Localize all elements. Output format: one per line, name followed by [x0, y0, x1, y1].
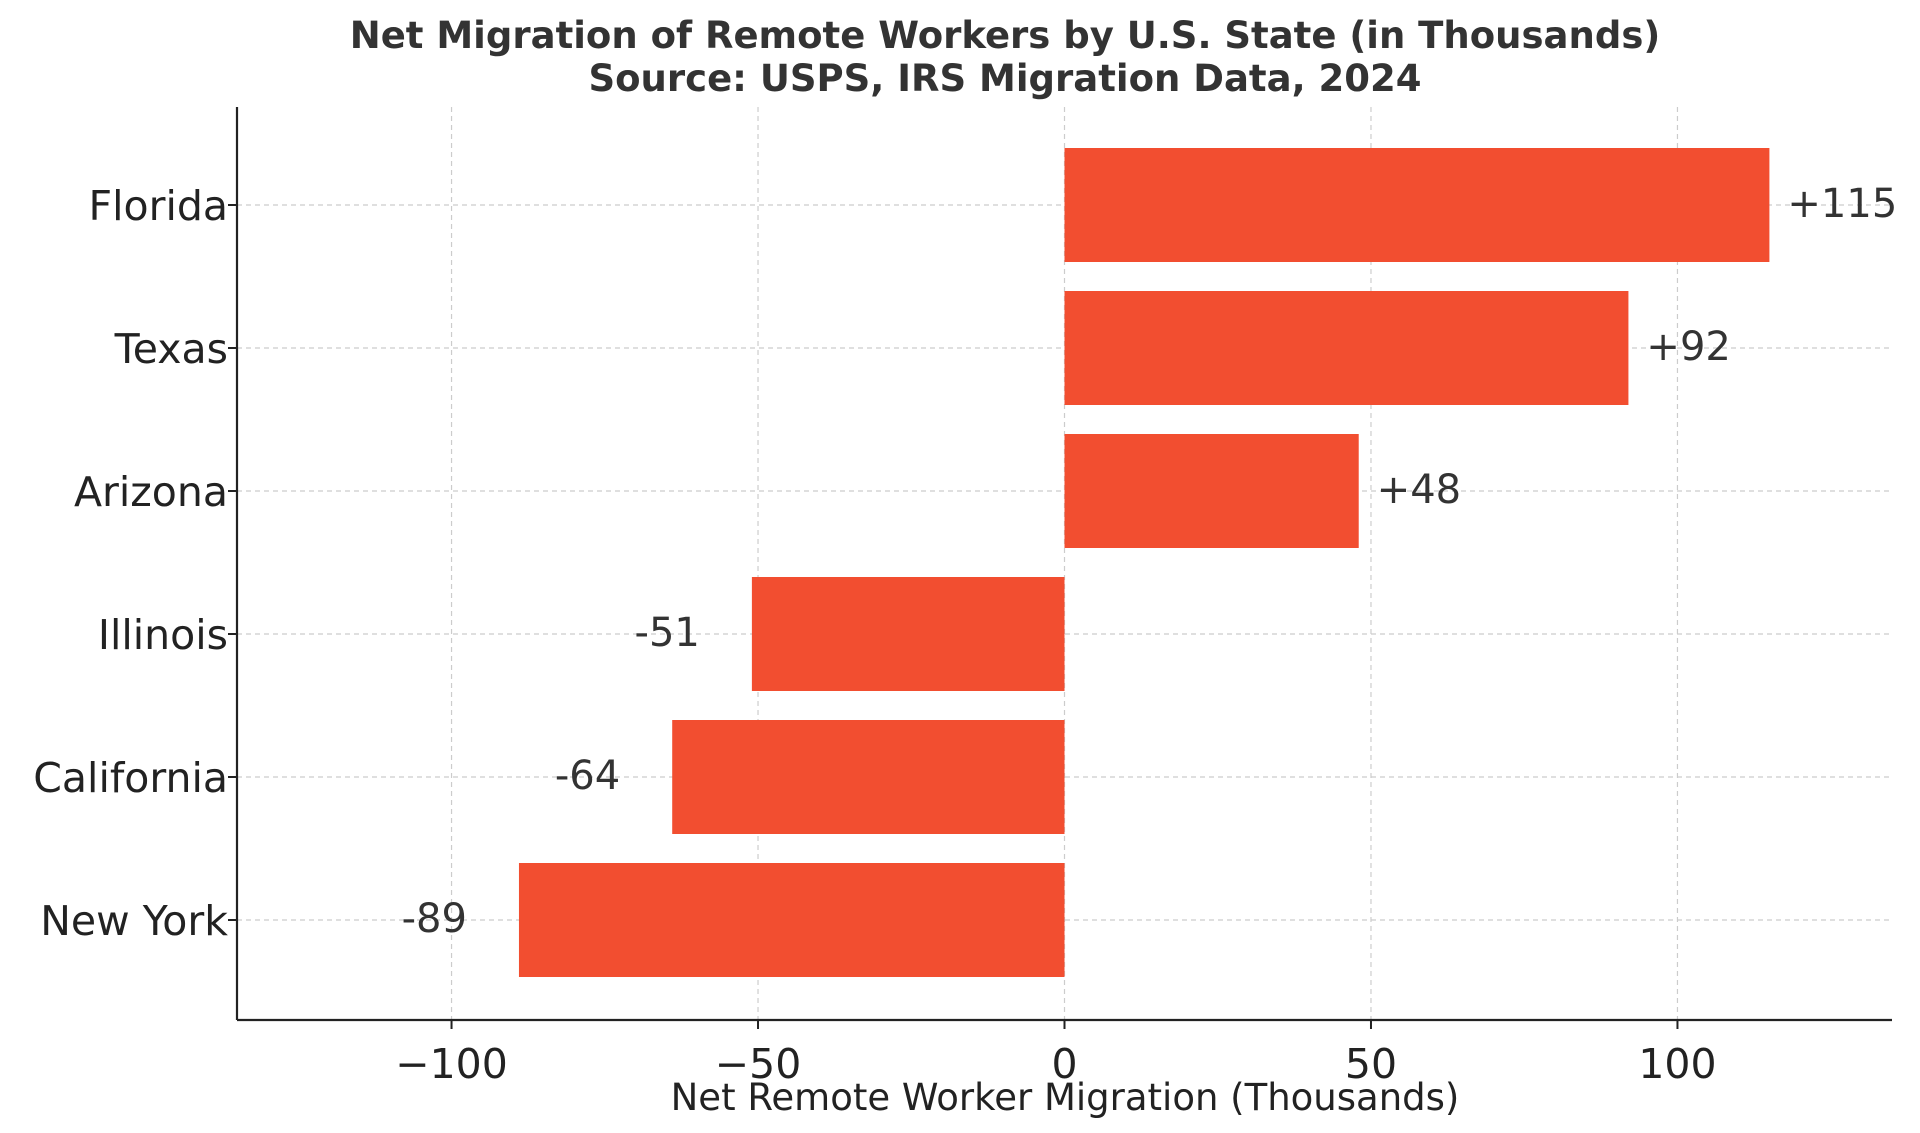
data-label: -64	[555, 753, 620, 799]
x-tick-label: 50	[1345, 1040, 1397, 1088]
x-tick-label: −50	[715, 1040, 802, 1088]
chart-subtitle: Source: USPS, IRS Migration Data, 2024	[588, 57, 1421, 100]
y-tick-label: California	[33, 754, 228, 802]
bar	[1064, 148, 1770, 262]
bar	[751, 577, 1065, 691]
chart-title: Net Migration of Remote Workers by U.S. …	[350, 14, 1661, 57]
x-tick-label: 100	[1638, 1040, 1716, 1088]
x-tick-label: −100	[395, 1040, 508, 1088]
y-tick-label: New York	[40, 897, 228, 945]
x-axis-label: Net Remote Worker Migration (Thousands)	[671, 1076, 1460, 1119]
y-tick-label: Florida	[89, 182, 228, 230]
ticks: −100 −50 0 50 100 Florida Texas Arizona Illinois…	[33, 182, 1716, 1088]
data-label: +48	[1377, 467, 1461, 513]
data-label: +92	[1646, 324, 1730, 370]
bar	[1064, 434, 1359, 548]
y-tick-label: Texas	[114, 325, 228, 373]
data-label: -89	[402, 896, 467, 942]
y-tick-label: Arizona	[74, 468, 228, 516]
data-label: -51	[635, 610, 700, 656]
data-labels: +115 +92 +48 -51 -64 -89	[402, 181, 1898, 942]
bar	[1064, 291, 1629, 405]
bars	[518, 148, 1770, 977]
bar	[518, 863, 1065, 977]
data-label: +115	[1787, 181, 1897, 227]
y-tick-label: Illinois	[98, 611, 228, 659]
bar	[672, 720, 1065, 834]
x-tick-label: 0	[1051, 1040, 1077, 1088]
